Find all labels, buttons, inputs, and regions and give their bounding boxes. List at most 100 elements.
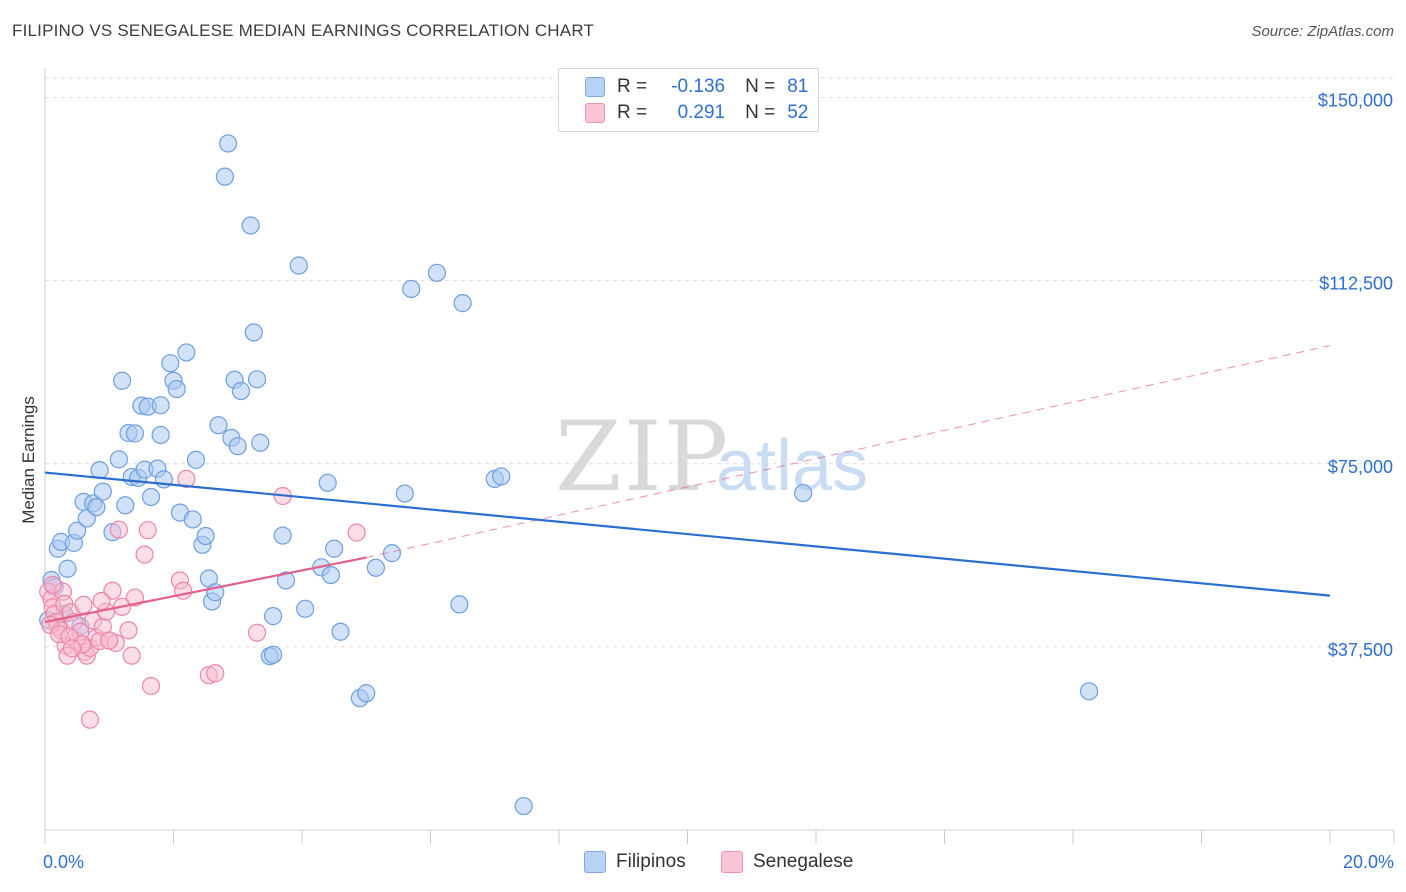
y-axis-label: Median Earnings: [19, 396, 38, 524]
legend-n-label: N =: [745, 102, 776, 123]
legend-r-label: R =: [617, 76, 648, 97]
filipinos-trend-line: [44, 471, 1331, 597]
senegalese-point: [43, 575, 62, 594]
legend-swatch-blue: [584, 851, 606, 873]
watermark: ZIP atlas: [555, 401, 868, 513]
senegalese-point: [138, 521, 157, 540]
series-legend: Filipinos Senegalese: [0, 851, 1406, 877]
filipinos-point: [273, 526, 292, 545]
filipinos-point: [231, 381, 251, 401]
watermark-atlas: atlas: [716, 426, 868, 506]
filipinos-point: [116, 496, 135, 515]
filipinos-point: [141, 487, 161, 507]
senegalese-trend-extension: [366, 345, 1331, 559]
y-tick-label: $75,000: [1328, 457, 1393, 477]
senegalese-point: [247, 623, 267, 642]
filipinos-point: [427, 263, 447, 282]
filipinos-point: [321, 566, 341, 585]
filipinos-point: [263, 607, 283, 626]
y-tick-labels: $150,000 $112,500 $75,000 $37,500: [1318, 91, 1393, 660]
filipinos-point: [331, 622, 350, 641]
senegalese-point: [206, 664, 225, 683]
senegalese-trend-line: [44, 556, 367, 624]
filipinos-point: [318, 473, 337, 492]
filipinos-point: [87, 498, 106, 517]
legend-swatch-blue: [585, 77, 605, 97]
senegalese-point: [135, 545, 154, 564]
filipinos-point: [296, 599, 315, 618]
filipinos-point: [366, 558, 385, 577]
filipinos-point: [794, 483, 813, 503]
senegalese-point: [62, 639, 82, 658]
filipinos-point: [357, 684, 376, 703]
filipinos-point: [177, 343, 196, 362]
trend-lines: [44, 345, 1331, 624]
filipinos-point: [196, 526, 215, 546]
senegalese-point: [119, 621, 138, 640]
filipinos-point: [228, 437, 247, 456]
filipinos-point: [167, 379, 186, 399]
filipinos-point: [289, 256, 308, 275]
filipinos-point: [219, 134, 238, 153]
senegalese-point: [347, 523, 366, 542]
filipinos-point: [395, 484, 414, 503]
filipinos-point: [186, 450, 206, 469]
filipinos-point: [251, 433, 270, 452]
senegalese-point: [141, 676, 161, 696]
filipinos-point: [93, 482, 112, 501]
filipinos-point: [450, 595, 469, 614]
filipinos-point: [1079, 682, 1099, 701]
x-tick-label-min: 0.0%: [43, 852, 85, 872]
x-tick-label-max: 20.0%: [1342, 852, 1394, 872]
correlation-legend: R = -0.136 N = 81 R = 0.291 N = 52: [558, 68, 819, 132]
axes: [44, 68, 1395, 844]
chart-title: FILIPINO VS SENEGALESE MEDIAN EARNINGS C…: [12, 21, 595, 40]
legend-row-senegalese: R = 0.291 N = 52: [585, 100, 808, 126]
legend-item-senegalese[interactable]: Senegalese: [721, 851, 853, 873]
senegalese-point: [74, 595, 93, 614]
filipinos-points: [39, 134, 1099, 816]
filipinos-point: [453, 294, 472, 313]
filipinos-point: [161, 354, 180, 373]
legend-r-label: R =: [617, 102, 648, 123]
filipinos-point: [325, 539, 344, 558]
senegalese-point: [80, 710, 100, 729]
filipinos-point: [514, 796, 533, 816]
senegalese-point: [177, 469, 196, 489]
filipinos-point: [263, 645, 283, 664]
filipinos-point: [244, 323, 263, 342]
filipinos-point: [90, 461, 109, 480]
senegalese-point: [125, 588, 145, 607]
senegalese-point: [109, 520, 128, 539]
filipinos-point: [247, 370, 267, 389]
y-tick-label: $112,500: [1319, 274, 1393, 294]
grid-lines: [45, 77, 1394, 648]
legend-n-value: 81: [787, 76, 809, 97]
legend-n-label: N =: [745, 76, 776, 97]
filipinos-point: [58, 559, 77, 578]
senegalese-point: [92, 591, 111, 611]
filipinos-point: [402, 279, 421, 299]
senegalese-point: [100, 631, 119, 650]
legend-label-filipinos: Filipinos: [616, 851, 686, 872]
filipinos-point: [68, 521, 87, 540]
filipinos-point: [215, 167, 234, 186]
filipinos-point: [241, 216, 260, 235]
watermark-zip: ZIP: [555, 401, 730, 513]
legend-swatch-pink: [721, 851, 743, 873]
filipinos-point: [492, 467, 511, 486]
filipinos-point: [183, 510, 202, 529]
senegalese-point: [122, 646, 141, 665]
source-label: Source: ZipAtlas.com: [1251, 23, 1394, 40]
legend-n-value: 52: [787, 102, 809, 123]
legend-item-filipinos[interactable]: Filipinos: [584, 851, 686, 873]
y-tick-label: $150,000: [1318, 91, 1393, 111]
legend-r-value: -0.136: [671, 76, 726, 97]
filipinos-point: [109, 450, 128, 469]
senegalese-point: [174, 581, 193, 600]
filipinos-point: [112, 371, 132, 390]
senegalese-points: [39, 469, 366, 729]
filipinos-point: [151, 425, 170, 445]
filipinos-point: [209, 416, 228, 435]
